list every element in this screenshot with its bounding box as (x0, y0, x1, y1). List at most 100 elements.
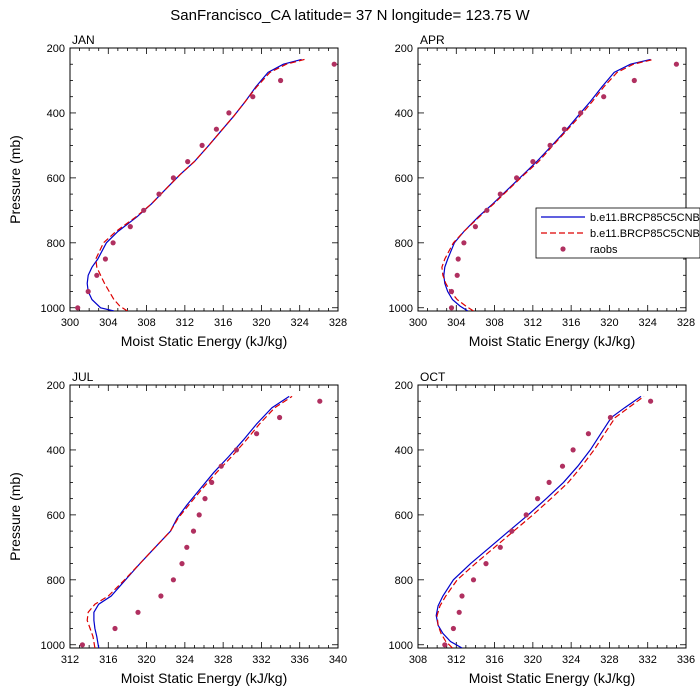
raobs-point (199, 142, 205, 148)
legend-label-model-dashed: b.e11.BRCP85C5CNBDRD.f09_g16.001 (590, 228, 700, 240)
x-tick-label: 320 (600, 317, 618, 329)
raobs-point (448, 305, 455, 311)
x-tick-label: 308 (137, 317, 155, 329)
panel-jul: JUL 312 316 320 324 328 332 336 340 200 400 600 800 1… (7, 370, 347, 686)
y-tick-label: 200 (395, 380, 413, 392)
raobs-point (484, 207, 490, 213)
raobs-point (110, 240, 116, 246)
x-axis-label: Moist Static Energy (kJ/kg) (121, 333, 288, 349)
figure-title: SanFrancisco_CA latitude= 37 N longitude… (170, 7, 530, 24)
x-tick-label: 316 (562, 317, 580, 329)
raobs-point (456, 609, 462, 615)
y-axis-label: Pressure (mb) (7, 472, 23, 561)
legend-label-model-solid: b.e11.BRCP85C5CNBDRD.f09_g16.001 (590, 212, 700, 224)
raobs-point (179, 561, 185, 567)
series-line-dashed (95, 58, 305, 311)
raobs-point (470, 577, 477, 583)
raobs-point (170, 577, 176, 583)
x-tick-label: 300 (409, 317, 427, 329)
y-tick-label: 200 (47, 380, 65, 392)
raobs-point (112, 625, 118, 632)
series-line-solid (443, 58, 651, 311)
raobs-point (278, 77, 284, 84)
x-tick-label: 320 (524, 654, 542, 666)
raobs-point (331, 61, 337, 67)
y-axis-label: Pressure (mb) (7, 135, 23, 224)
x-tick-label: 336 (291, 654, 309, 666)
raobs-point (607, 414, 614, 421)
raobs-point (450, 625, 456, 632)
y-tick-label: 800 (395, 575, 413, 587)
y-tick-label: 400 (47, 108, 65, 120)
y-tick-label: 800 (395, 238, 413, 250)
raobs-point (170, 175, 176, 181)
panel-title: JAN (72, 33, 95, 47)
raobs-point (601, 94, 607, 100)
y-tick-label: 200 (47, 43, 65, 55)
y-tick-label: 600 (47, 173, 65, 185)
y-tick-label: 400 (395, 445, 413, 457)
x-axis-label: Moist Static Energy (kJ/kg) (121, 670, 288, 686)
raobs-point (218, 463, 224, 469)
raobs-point (497, 191, 503, 197)
raobs-point (250, 94, 256, 100)
x-tick-label: 308 (485, 317, 503, 329)
raobs-point (523, 512, 529, 518)
panel-jan: JAN 300 304 308 312 316 320 324 328 200 400 600 800 1… (7, 33, 347, 349)
raobs-point (141, 207, 147, 213)
x-axis-label: Moist Static Energy (kJ/kg) (469, 333, 636, 349)
raobs-point (254, 431, 260, 437)
plot-data (435, 395, 654, 648)
y-tick-label: 600 (395, 173, 413, 185)
raobs-point (317, 398, 323, 404)
raobs-point (158, 593, 164, 599)
y-tick-label: 1000 (41, 640, 65, 652)
raobs-point (75, 305, 81, 311)
x-tick-label: 328 (329, 317, 347, 329)
y-tick-label: 1000 (41, 303, 65, 315)
y-tick-label: 600 (47, 510, 65, 522)
y-tick-label: 1000 (389, 640, 413, 652)
raobs-point (277, 414, 283, 421)
x-tick-label: 328 (600, 654, 618, 666)
raobs-point (497, 544, 503, 550)
raobs-point (559, 463, 566, 469)
raobs-point (184, 544, 190, 550)
x-tick-label: 328 (677, 317, 695, 329)
raobs-point (209, 479, 215, 485)
x-tick-label: 312 (524, 317, 542, 329)
raobs-point (472, 224, 478, 230)
x-tick-label: 324 (176, 654, 194, 666)
raobs-point (509, 528, 515, 534)
plot-frame (417, 47, 687, 312)
panel-apr: APR 300 304 308 312 316 320 324 328 200 400 600 800 1… (389, 33, 696, 349)
raobs-point (461, 240, 467, 246)
raobs-point (448, 288, 455, 295)
x-tick-label: 300 (61, 317, 79, 329)
x-tick-label: 312 (61, 654, 79, 666)
x-tick-label: 332 (639, 654, 657, 666)
raobs-point (483, 561, 489, 567)
raobs-point (102, 256, 108, 262)
panel-title: APR (420, 33, 445, 47)
raobs-point (561, 126, 568, 132)
raobs-point (85, 288, 91, 295)
plot-data (75, 58, 337, 311)
raobs-point (578, 110, 584, 116)
raobs-point (226, 110, 232, 116)
plot-frame (417, 384, 687, 649)
raobs-point (442, 642, 448, 648)
raobs-point (648, 398, 654, 404)
raobs-point (135, 609, 141, 615)
y-tick-label: 800 (47, 575, 65, 587)
x-tick-label: 316 (485, 654, 503, 666)
x-tick-label: 324 (639, 317, 657, 329)
legend: b.e11.BRCP85C5CNBDRD.f09_g16.001 b.e11.B… (535, 207, 700, 259)
x-tick-label: 316 (99, 654, 117, 666)
y-tick-label: 800 (47, 238, 65, 250)
y-tick-label: 600 (395, 510, 413, 522)
x-tick-label: 328 (214, 654, 232, 666)
raobs-point (94, 272, 100, 278)
raobs-point (185, 159, 191, 165)
